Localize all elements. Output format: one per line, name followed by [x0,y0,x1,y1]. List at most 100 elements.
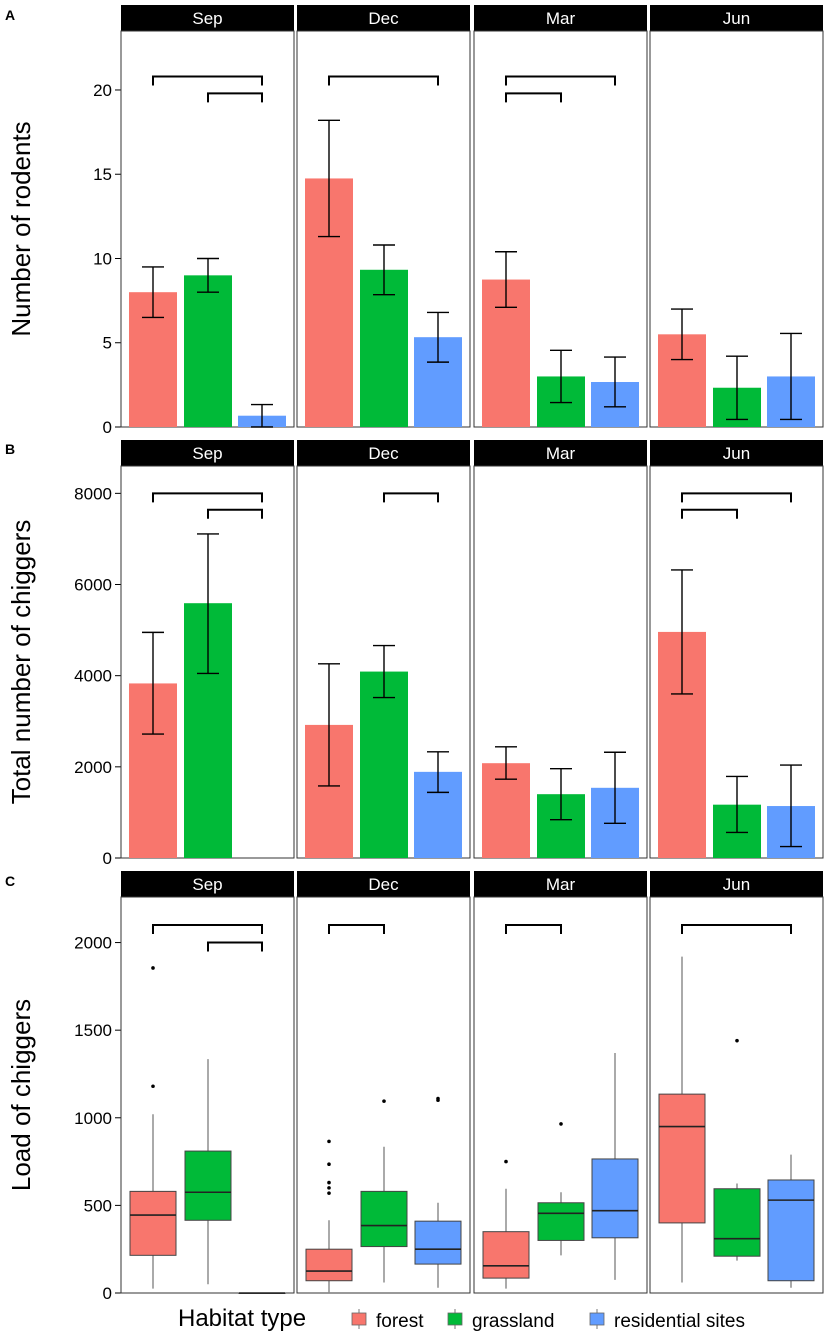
facet-strip-label: Dec [368,9,399,28]
outlier-point [327,1191,331,1195]
facet-strip [474,440,647,466]
facet-c-mar: Mar [473,871,648,1294]
outlier-point [382,1099,386,1103]
legend-key [447,1312,463,1326]
bar-grassland [184,275,232,427]
facet-strip [650,5,823,31]
significance-bracket [207,941,263,952]
box-forest [658,1093,706,1224]
significance-bracket [152,75,263,86]
significance-bracket [328,75,439,86]
facet-strip [121,5,294,31]
box-residential-sites [414,1220,462,1265]
box-grassland [184,1150,232,1221]
facet-strip [474,5,647,31]
legend-label: forest [376,1311,424,1332]
facet-strip-label: Jun [723,444,750,463]
outlier-point [151,966,155,970]
facet-b-sep: Sep [120,440,295,859]
box-residential-sites [591,1158,639,1239]
panel-tag: A [5,7,15,23]
panel-tag: C [5,873,15,889]
outlier-point [327,1180,331,1185]
facet-c-sep: Sep [120,871,295,1294]
panel-row-b: B Total number of chiggers 0 2000 4000 6000 80… [5,440,824,868]
significance-bracket [383,492,439,503]
y-tick-label: 15 [93,165,112,184]
legend-item-grassland: grassland [447,1309,554,1332]
significance-bracket [207,92,263,103]
y-axis-label: Total number of chiggers [6,520,36,805]
y-tick-label: 0 [103,849,112,868]
y-axis-label: Number of rodents [6,121,36,336]
facet-strip-label: Mar [546,9,576,28]
y-tick-label: 0 [103,418,112,437]
facet-b-jun: Jun [649,440,824,859]
y-tick-label: 0 [103,1284,112,1303]
facet-strip-label: Dec [368,875,399,894]
facet-strip [650,440,823,466]
y-tick-label: 2000 [74,934,112,953]
facet-strip [297,440,470,466]
facet-strip [121,440,294,466]
facet-strip [297,5,470,31]
significance-bracket [681,508,738,519]
significance-bracket [681,924,792,935]
box-forest [305,1248,353,1282]
box-residential-sites [767,1179,815,1282]
outlier-point [151,1084,155,1089]
box-forest [482,1231,530,1279]
y-tick-label: 1500 [74,1021,112,1040]
box-forest [129,1190,177,1256]
outlier-point [327,1139,331,1144]
facet-strip [297,871,470,897]
y-tick-label: 10 [93,249,112,268]
legend-key [589,1312,605,1326]
facet-border [296,896,471,1294]
significance-bracket [505,924,562,935]
facet-c-jun: Jun [649,871,824,1294]
facet-a-sep: Sep [120,5,295,428]
outlier-point [504,1159,508,1164]
outlier-point [559,1122,563,1126]
facet-strip-label: Sep [192,444,222,463]
outlier-point [327,1162,331,1167]
facet-a-dec: Dec [296,5,471,428]
legend-item-residential-sites: residential sites [589,1309,745,1332]
facet-strip-label: Sep [192,9,222,28]
y-tick-label: 20 [93,81,112,100]
outlier-point [327,1186,331,1190]
box-grassland [713,1188,761,1257]
legend-label: residential sites [614,1311,745,1332]
facet-strip-label: Sep [192,875,222,894]
facet-b-mar: Mar [473,440,648,859]
y-tick-label: 5 [103,334,112,353]
legend-title: Habitat type [178,1305,306,1332]
box-grassland [360,1190,408,1248]
legend-label: grassland [472,1311,554,1332]
facet-strip-label: Jun [723,9,750,28]
significance-bracket [152,924,263,935]
y-tick-label: 500 [84,1196,112,1215]
facet-strip [474,871,647,897]
panel-row-c: C Load of chiggers 0 500 1000 1500 2000 Sep Dec M… [5,871,824,1303]
y-tick-label: 8000 [74,484,112,503]
panel-tag: B [5,441,15,457]
outlier-point [735,1038,739,1043]
legend-key [351,1312,367,1326]
facet-strip-label: Jun [723,875,750,894]
y-tick-label: 1000 [74,1109,112,1128]
y-tick-label: 4000 [74,667,112,686]
facet-b-dec: Dec [296,440,471,859]
facet-border [649,896,824,1294]
y-tick-label: 6000 [74,576,112,595]
facet-a-jun: Jun [649,5,824,428]
legend-item-forest: forest [351,1309,424,1332]
panel-row-a: A Number of rodents 0 5 10 15 20 Sep Dec Mar Jun [5,5,824,437]
significance-bracket [681,492,792,503]
legend: Habitat type forest grassland residential s… [178,1305,745,1332]
facet-strip-label: Mar [546,444,576,463]
facet-strip-label: Dec [368,444,399,463]
significance-bracket [328,924,385,935]
